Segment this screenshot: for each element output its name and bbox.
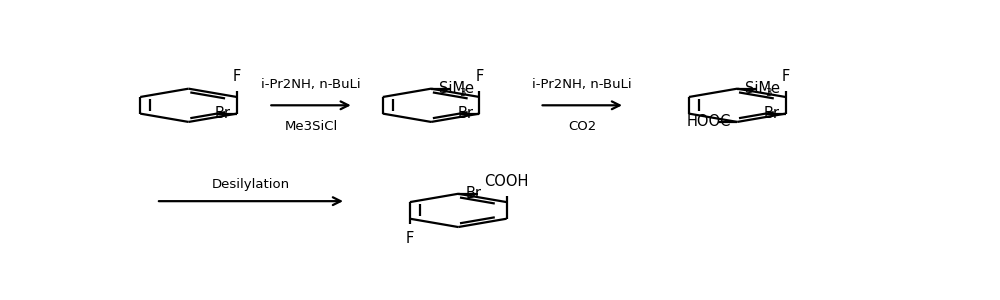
Text: COOH: COOH: [484, 174, 529, 189]
Text: Br: Br: [763, 106, 779, 121]
Text: Br: Br: [466, 186, 482, 201]
Text: Br: Br: [215, 106, 231, 121]
Text: F: F: [475, 69, 484, 84]
Text: 3: 3: [765, 88, 772, 98]
Text: Me3SiCl: Me3SiCl: [284, 120, 338, 133]
Text: SiMe: SiMe: [745, 81, 780, 96]
Text: CO2: CO2: [568, 120, 596, 133]
Text: F: F: [781, 69, 790, 84]
Text: i-Pr2NH, n-BuLi: i-Pr2NH, n-BuLi: [261, 78, 361, 91]
Text: 3: 3: [459, 88, 466, 98]
Text: Br: Br: [457, 106, 473, 121]
Text: F: F: [406, 231, 414, 246]
Text: Desilylation: Desilylation: [212, 178, 290, 191]
Text: F: F: [233, 69, 241, 84]
Text: SiMe: SiMe: [439, 81, 474, 96]
Text: i-Pr2NH, n-BuLi: i-Pr2NH, n-BuLi: [532, 78, 632, 91]
Text: HOOC: HOOC: [687, 114, 731, 129]
